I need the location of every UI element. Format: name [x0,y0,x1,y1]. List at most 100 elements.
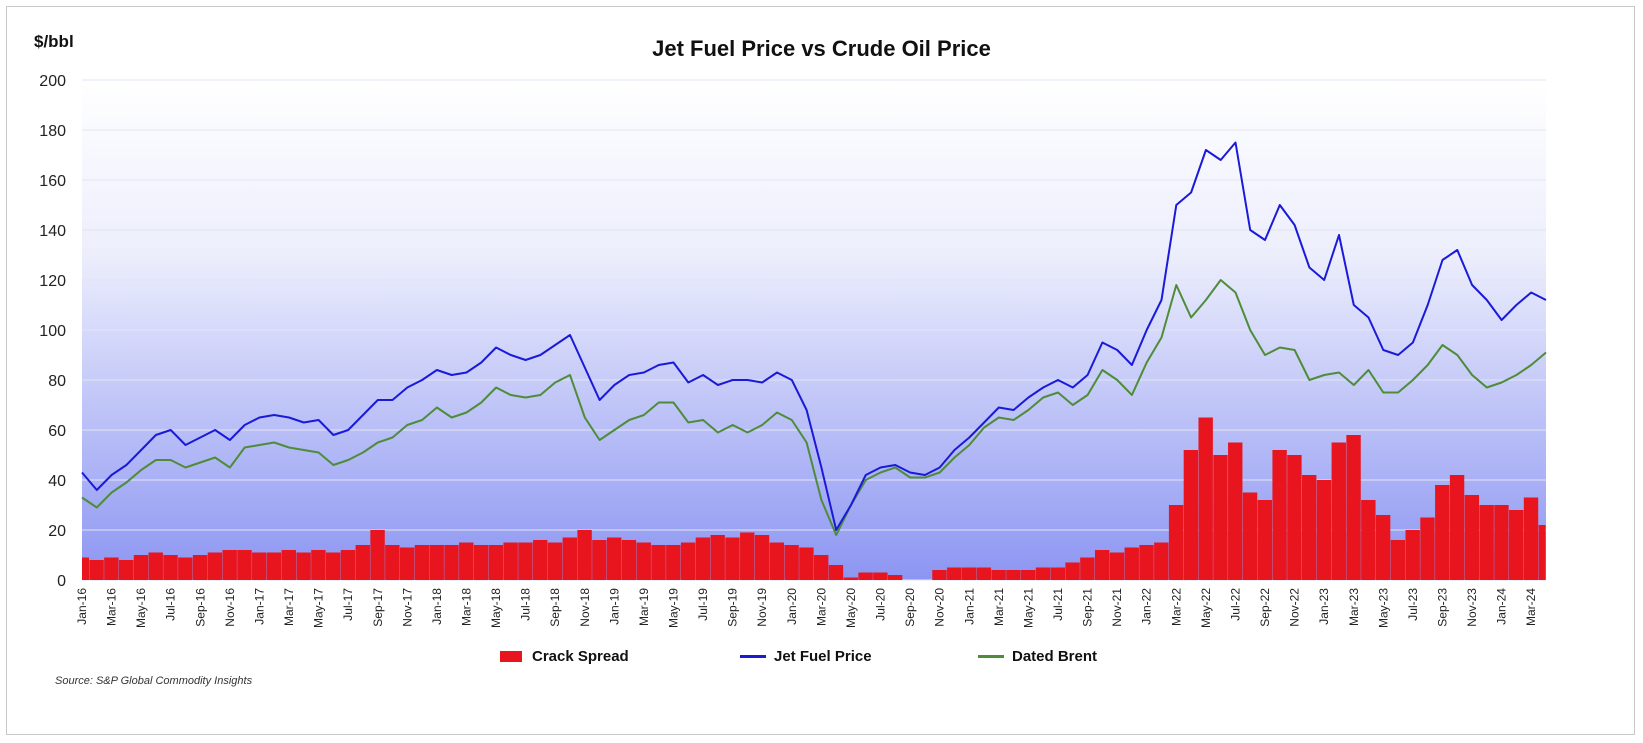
x-tick-label: Jul-22 [1228,588,1242,621]
source-note: Source: S&P Global Commodity Insights [55,675,253,687]
crack-spread-bar [266,552,282,580]
x-tick-label: Jan-16 [75,588,89,625]
crack-spread-bar [725,537,740,580]
crack-spread-bar [1213,455,1228,580]
x-tick-label: Jan-22 [1140,588,1154,625]
crack-spread-bar [1242,492,1258,580]
crack-spread-bar [754,535,770,580]
crack-spread-bar [1109,552,1125,580]
legend-swatch-dated-brent [978,655,1004,658]
x-tick-label: Jul-19 [696,588,710,621]
x-tick-label: Mar-23 [1347,588,1361,626]
crack-spread-bar [666,545,681,580]
crack-spread-bar [1228,442,1243,580]
x-tick-label: Mar-20 [814,588,828,626]
crack-spread-bar [828,565,844,580]
x-tick-label: May-20 [844,588,858,628]
crack-spread-bar [843,577,858,580]
crack-spread-bar [710,535,725,580]
x-tick-label: Sep-21 [1081,588,1095,627]
crack-spread-bar [1523,497,1539,580]
crack-spread-bar [769,542,785,580]
crack-spread-bar [503,542,518,580]
x-tick-label: Mar-22 [1169,588,1183,626]
crack-spread-bar [148,552,163,580]
crack-spread-bar [1094,550,1110,580]
crack-spread-bar [784,545,799,580]
crack-spread-bar [207,552,223,580]
crack-spread-bar [444,545,459,580]
crack-spread-bar [651,545,666,580]
crack-spread-bar [473,545,489,580]
crack-spread-bar [592,540,607,580]
y-tick-label: 140 [39,223,66,240]
x-tick-label: May-18 [489,588,503,628]
crack-spread-bar [873,572,888,580]
crack-spread-bar [82,557,89,580]
legend: Crack Spread Jet Fuel Price Dated Brent [0,648,1643,672]
legend-label-jet-fuel: Jet Fuel Price [774,648,872,665]
crack-spread-bar [621,540,637,580]
crack-spread-bar [178,557,193,580]
x-tick-label: May-22 [1199,588,1213,628]
crack-spread-bar [1405,530,1420,580]
x-tick-label: Mar-16 [105,588,119,626]
crack-spread-bar [1287,455,1302,580]
crack-spread-bar [104,557,119,580]
crack-spread-bars [82,417,1546,580]
legend-item-jet-fuel: Jet Fuel Price [740,648,872,665]
legend-swatch-jet-fuel [740,655,766,658]
crack-spread-bar [118,560,134,580]
crack-spread-bar [1479,505,1494,580]
y-tick-label: 180 [39,123,66,140]
crack-spread-bar [1464,495,1480,580]
x-tick-label: Jul-21 [1051,588,1065,621]
crack-spread-bar [814,555,829,580]
y-tick-label: 200 [39,73,66,90]
crack-spread-bar [1449,475,1465,580]
crack-spread-bar [429,545,444,580]
y-tick-label: 160 [39,173,66,190]
x-tick-label: Jan-20 [785,588,799,625]
x-tick-label: Jan-24 [1495,588,1509,625]
x-tick-label: Nov-21 [1110,588,1124,627]
x-tick-label: Jul-16 [164,588,178,621]
x-tick-label: Nov-16 [223,588,237,627]
crack-spread-bar [1006,570,1021,580]
y-tick-label: 40 [48,473,66,490]
x-tick-label: Jan-23 [1317,588,1331,625]
crack-spread-bar [1168,505,1184,580]
legend-label-dated-brent: Dated Brent [1012,648,1098,665]
crack-spread-bar [1390,540,1406,580]
crack-spread-bar [1124,547,1139,580]
crack-spread-bar [133,555,149,580]
crack-spread-bar [414,545,430,580]
crack-spread-bar [326,552,341,580]
crack-spread-bar [961,567,977,580]
crack-spread-bar [991,570,1006,580]
x-tick-label: Nov-20 [933,588,947,627]
legend-label-crack-spread: Crack Spread [532,648,629,665]
x-tick-label: Sep-23 [1435,588,1449,627]
price-lines [81,141,1547,536]
x-tick-label: May-17 [312,588,326,628]
crack-spread-bar [1346,435,1361,580]
jet-fuel-price-line [81,141,1547,531]
crack-spread-bar [1494,505,1509,580]
crack-spread-bar [237,550,252,580]
x-tick-label: Jul-23 [1406,588,1420,621]
x-tick-label: Mar-17 [282,588,296,626]
crack-spread-bar [222,550,237,580]
x-tick-label: Nov-23 [1465,588,1479,627]
crack-spread-bar [695,537,711,580]
crack-spread-bar [680,542,696,580]
crack-spread-bar [1420,517,1435,580]
crack-spread-bar [252,552,267,580]
crack-spread-bar [1316,480,1332,580]
crack-spread-bar [533,540,548,580]
crack-spread-bar [1035,567,1051,580]
crack-spread-bar [296,552,311,580]
crack-spread-bar [547,542,563,580]
crack-spread-bar [976,567,992,580]
